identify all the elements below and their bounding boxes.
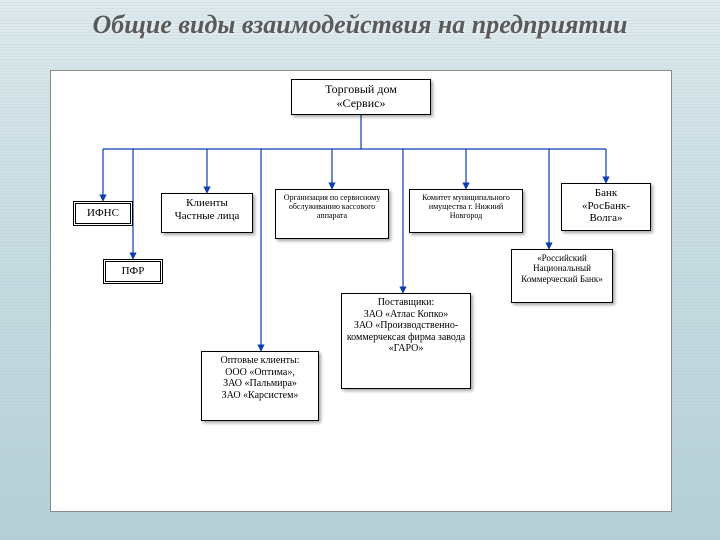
node-service: Организация по сервисному обслуживанию к… [275, 189, 389, 239]
node-root: Торговый дом«Сервис» [291, 79, 431, 115]
node-rnkb: «Российский Национальный Коммерческий Ба… [511, 249, 613, 303]
slide-title: Общие виды взаимодействия на предприятии [0, 10, 720, 40]
diagram-canvas: Торговый дом«Сервис» ИФНС ПФР КлиентыЧастны… [50, 70, 672, 512]
node-suppliers: Поставщики:ЗАО «Атлас Копко»ЗАО «Произво… [341, 293, 471, 389]
node-committee: Комитет муниципального имущества г. Нижн… [409, 189, 523, 233]
node-pfr: ПФР [103, 259, 163, 284]
node-bank: Банк«РосБанк-Волга» [561, 183, 651, 231]
node-clients: КлиентыЧастные лица [161, 193, 253, 233]
node-wholesale: Оптовые клиенты:ООО «Оптима»,ЗАО «Пальми… [201, 351, 319, 421]
node-ifns: ИФНС [73, 201, 133, 226]
